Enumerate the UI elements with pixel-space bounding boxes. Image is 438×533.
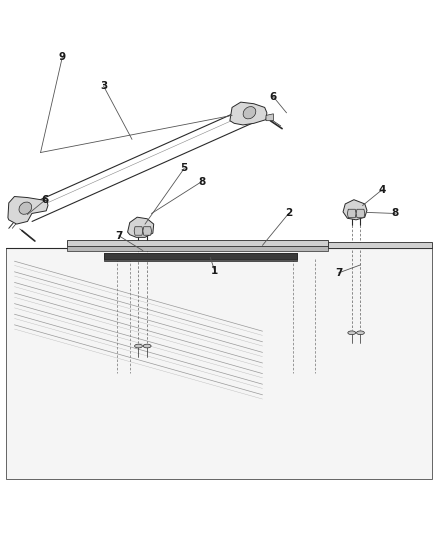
Ellipse shape: [348, 331, 356, 335]
Polygon shape: [6, 248, 432, 479]
Ellipse shape: [243, 107, 256, 119]
Polygon shape: [8, 197, 48, 224]
Text: 6: 6: [270, 92, 277, 102]
Polygon shape: [104, 259, 297, 261]
Polygon shape: [356, 209, 365, 217]
Text: 7: 7: [335, 268, 343, 278]
Text: 8: 8: [198, 176, 205, 187]
Ellipse shape: [143, 344, 151, 348]
Polygon shape: [67, 240, 328, 246]
Text: 8: 8: [392, 208, 399, 219]
Polygon shape: [230, 102, 267, 125]
Ellipse shape: [134, 344, 142, 348]
Text: 9: 9: [59, 52, 66, 62]
Polygon shape: [134, 227, 143, 235]
Polygon shape: [343, 200, 367, 220]
Text: 6: 6: [41, 195, 49, 205]
Text: 2: 2: [285, 208, 292, 219]
Text: 4: 4: [378, 184, 386, 195]
Polygon shape: [104, 253, 297, 259]
Text: 1: 1: [211, 266, 218, 276]
Text: 3: 3: [100, 81, 107, 91]
Ellipse shape: [19, 202, 32, 214]
Polygon shape: [347, 209, 356, 217]
Polygon shape: [266, 114, 273, 120]
Polygon shape: [67, 246, 328, 251]
Polygon shape: [328, 241, 432, 248]
Text: 5: 5: [180, 164, 188, 173]
Text: 7: 7: [115, 231, 123, 241]
Polygon shape: [127, 217, 154, 237]
Ellipse shape: [357, 331, 364, 335]
Polygon shape: [143, 227, 152, 235]
